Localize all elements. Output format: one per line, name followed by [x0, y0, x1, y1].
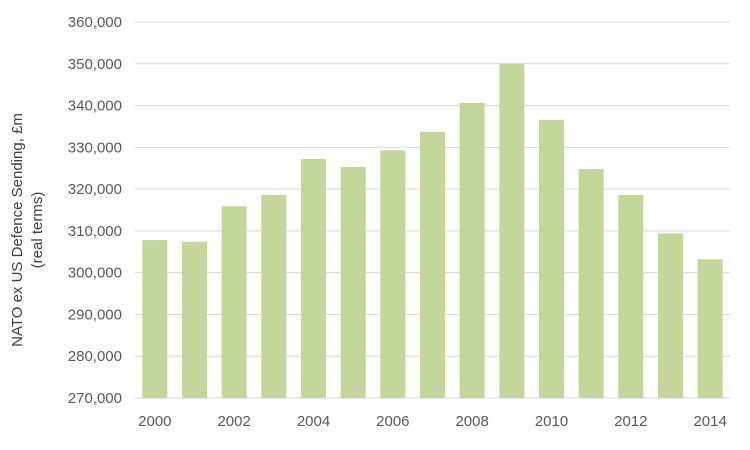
bar-2003: [261, 194, 287, 398]
x-tick-label: 2002: [217, 413, 250, 430]
bar-2001: [182, 241, 207, 398]
y-tick-label: 360,000: [68, 14, 122, 31]
y-tick-label: 330,000: [68, 139, 122, 156]
bar-2002: [221, 206, 247, 398]
bar-2014: [697, 259, 723, 398]
x-tick-label: 2008: [455, 413, 488, 430]
x-tick-label: 2014: [693, 413, 726, 430]
bar-2000: [142, 240, 168, 398]
y-tick-label: 290,000: [68, 306, 122, 323]
bar-2010: [539, 119, 564, 398]
bar-2006: [380, 150, 406, 398]
x-axis-tick-labels: 2000 2002 2004 2006 2008 2010 2012 2014: [138, 413, 727, 430]
bars: [142, 63, 723, 399]
x-tick-label: 2000: [138, 413, 171, 430]
y-axis-title-line-2: (real terms): [29, 192, 46, 269]
y-tick-label: 270,000: [68, 390, 122, 407]
y-tick-label: 280,000: [68, 348, 122, 365]
y-tick-label: 320,000: [68, 181, 122, 198]
y-axis-title: NATO ex US Defence Sending, £m (real ter…: [9, 113, 46, 347]
bar-2012: [618, 194, 644, 398]
y-tick-label: 310,000: [68, 223, 122, 240]
bar-2013: [658, 233, 683, 398]
x-tick-label: 2010: [535, 413, 568, 430]
bar-2008: [459, 103, 485, 398]
y-axis-title-line-1: NATO ex US Defence Sending, £m: [9, 113, 26, 347]
y-axis-tick-labels: 270,000 280,000 290,000 300,000 310,000 320,0…: [68, 14, 122, 407]
bar-2005: [340, 166, 366, 398]
x-tick-label: 2004: [297, 413, 330, 430]
y-tick-label: 350,000: [68, 56, 122, 73]
bar-2011: [578, 169, 604, 398]
bar-2004: [301, 159, 326, 398]
y-tick-label: 340,000: [68, 98, 122, 115]
x-tick-label: 2006: [376, 413, 409, 430]
bar-2007: [420, 131, 445, 398]
bar-2009: [499, 63, 525, 399]
y-tick-label: 300,000: [68, 265, 122, 282]
x-tick-label: 2012: [614, 413, 647, 430]
